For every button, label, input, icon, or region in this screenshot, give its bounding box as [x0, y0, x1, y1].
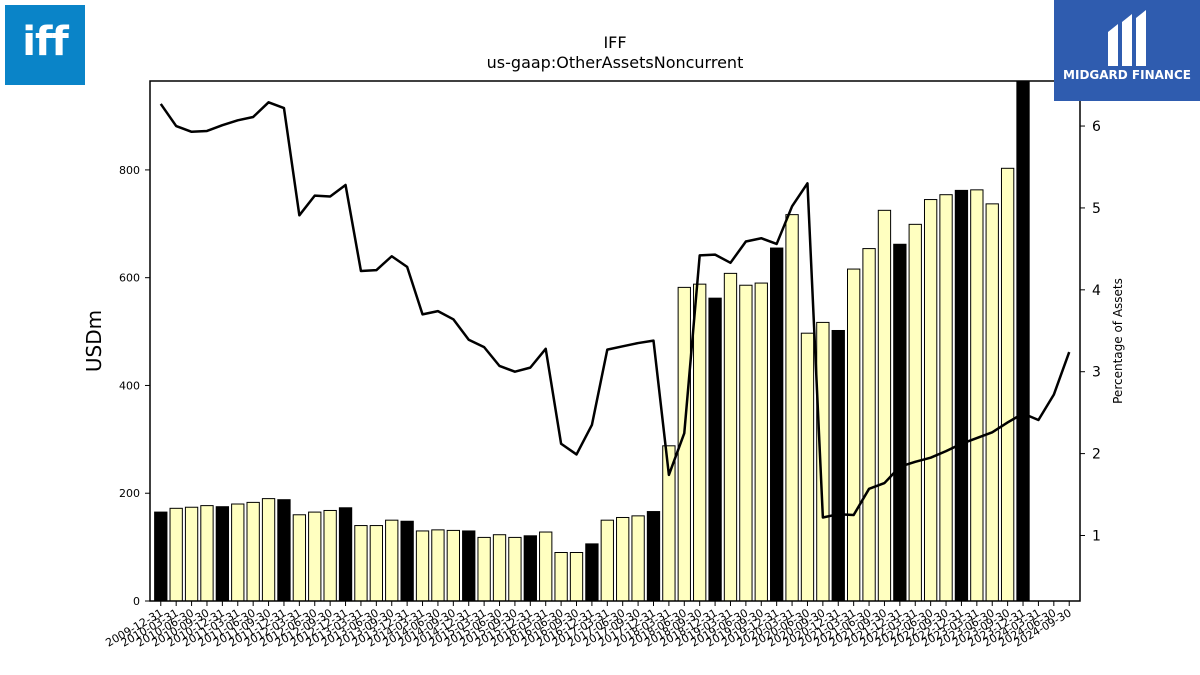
bar-2009-12-31	[154, 511, 168, 602]
bars-layer	[154, 80, 1030, 602]
bar-2017-12-31	[646, 511, 661, 602]
bar-2013-03-31	[354, 525, 368, 602]
bar-2020-12-31	[831, 329, 845, 602]
bar-2021-09-30	[877, 209, 892, 602]
y-tick-label: 400	[119, 379, 140, 392]
bar-2017-06-30	[616, 516, 630, 602]
bar-2015-06-30	[492, 534, 507, 602]
y-axis-label: USDm	[82, 310, 106, 372]
y-tick-label: 0	[133, 595, 140, 608]
bar-2010-09-30	[200, 505, 214, 602]
y2-tick-label: 1	[1092, 528, 1101, 544]
bar-2016-06-30	[554, 552, 568, 602]
bar-2023-03-31	[970, 189, 984, 602]
bar-2015-12-31	[523, 535, 537, 602]
bar-2023-12-31	[1016, 80, 1030, 602]
bar-2012-06-30	[308, 511, 322, 602]
bar-2020-03-31	[785, 214, 799, 602]
chart-title: IFF	[603, 33, 626, 52]
bar-2014-06-30	[431, 529, 445, 602]
bar-2021-03-31	[847, 268, 861, 602]
bar-2014-12-31	[462, 530, 476, 602]
bar-2018-09-30	[693, 283, 707, 602]
bar-2012-03-31	[292, 514, 307, 602]
bar-2018-12-31	[708, 297, 722, 602]
y2-tick-label: 3	[1092, 365, 1101, 381]
bar-2011-12-31	[277, 499, 291, 602]
bar-2017-09-30	[631, 515, 645, 602]
chart-subtitle: us-gaap:OtherAssetsNoncurrent	[487, 53, 744, 72]
bar-2011-09-30	[261, 498, 276, 602]
bar-2019-06-30	[739, 284, 753, 602]
bar-2013-09-30	[385, 519, 399, 602]
bar-2023-09-30	[1000, 167, 1015, 602]
midgard-brand-text: MIDGARD FINANCE	[1063, 68, 1191, 82]
line-layer	[159, 101, 1071, 519]
bar-2010-12-31	[215, 506, 230, 602]
bar-2021-12-31	[893, 243, 907, 602]
bar-2019-12-31	[770, 247, 784, 602]
y-tick-label: 600	[119, 272, 140, 285]
y2-tick-label: 5	[1092, 201, 1101, 217]
bar-2013-12-31	[400, 520, 414, 602]
bar-2017-03-31	[600, 519, 614, 602]
bar-2019-03-31	[723, 272, 738, 602]
bar-2021-06-30	[862, 248, 876, 602]
axes-layer: 02004006008001234562009-12-312010-03-312…	[103, 80, 1101, 650]
y2-tick-label: 2	[1092, 447, 1101, 463]
bar-2012-12-31	[338, 507, 353, 602]
y-tick-label: 800	[119, 164, 140, 177]
iff-logo: iff	[5, 5, 85, 85]
bar-2022-09-30	[939, 194, 953, 602]
bar-2014-03-31	[415, 530, 430, 602]
bar-2022-03-31	[908, 223, 922, 602]
bar-2016-03-31	[539, 531, 553, 602]
y2-tick-label: 6	[1092, 119, 1101, 135]
midgard-mark-icon	[1108, 10, 1146, 66]
y2-axis-label: Percentage of Assets	[1111, 278, 1125, 404]
bar-2012-09-30	[323, 509, 337, 602]
bar-2015-03-31	[477, 536, 491, 602]
percentage-line	[159, 101, 1071, 519]
bar-2016-12-31	[585, 543, 599, 602]
bar-2010-06-30	[184, 506, 199, 602]
y2-tick-label: 4	[1092, 283, 1101, 299]
bar-2014-09-30	[446, 529, 460, 602]
bar-2016-09-30	[569, 552, 584, 602]
plot-frame	[149, 80, 1081, 602]
bar-2019-09-30	[754, 282, 768, 602]
bar-2022-12-31	[954, 189, 969, 602]
iff-logo-text: iff	[22, 19, 69, 65]
bar-2011-03-31	[231, 503, 245, 602]
bar-2023-06-30	[985, 203, 999, 602]
bar-2013-06-30	[369, 525, 383, 602]
bar-2020-09-30	[816, 321, 830, 602]
bar-2011-06-30	[246, 501, 260, 602]
midgard-finance-logo: MIDGARD FINANCE	[1054, 0, 1200, 101]
bar-2020-06-30	[800, 332, 815, 602]
y-tick-label: 200	[119, 487, 140, 500]
bar-2010-03-31	[169, 507, 183, 602]
bar-2015-09-30	[508, 536, 522, 602]
bar-2022-06-30	[923, 199, 938, 602]
